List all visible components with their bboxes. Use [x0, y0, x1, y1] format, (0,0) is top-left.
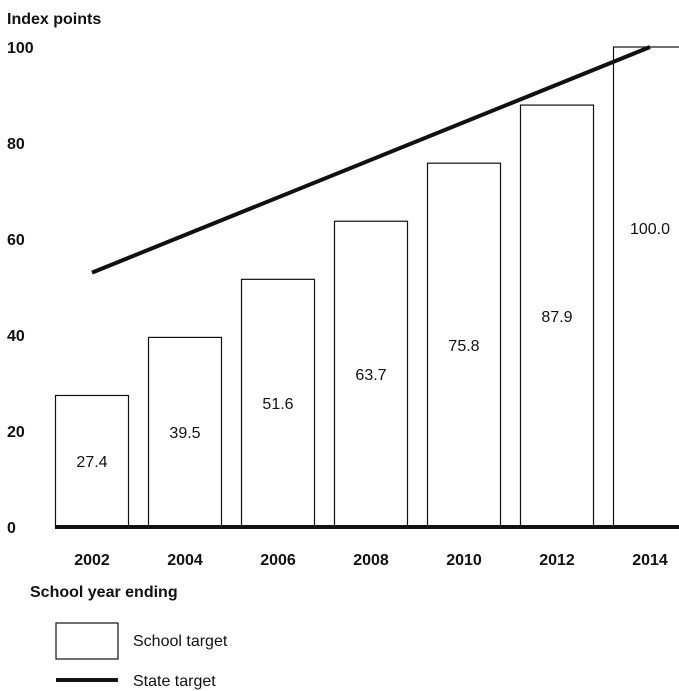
- y-tick-label: 40: [7, 328, 25, 345]
- x-tick-label: 2012: [539, 552, 575, 569]
- bar-value-label: 39.5: [169, 425, 200, 442]
- x-tick-label: 2006: [260, 552, 296, 569]
- bar-value-label: 87.9: [541, 309, 572, 326]
- bar: [333, 220, 409, 528]
- x-tick-label: 2002: [74, 552, 110, 569]
- bar: [147, 336, 223, 528]
- bar-value-label: 100.0: [630, 221, 670, 238]
- y-tick-label: 20: [7, 424, 25, 441]
- y-tick-label: 60: [7, 232, 25, 249]
- bar: [54, 394, 130, 528]
- bar-value-label: 75.8: [448, 338, 479, 355]
- y-ticks: 0 20 40 60 80 100: [7, 40, 34, 537]
- y-tick-label: 0: [7, 520, 16, 537]
- bar: [240, 278, 316, 528]
- state-target-line: [91, 45, 651, 275]
- y-tick-label: 100: [7, 40, 34, 57]
- x-ticks: 2002 2004 2006 2008 2010 2012 2014: [74, 552, 668, 569]
- x-tick-label: 2014: [632, 552, 668, 569]
- legend-state-label: State target: [133, 673, 216, 690]
- bar-value-label: 63.7: [355, 367, 386, 384]
- legend-school-swatch: [55, 622, 119, 660]
- bar-value-label: 27.4: [76, 454, 107, 471]
- bar-labels: 27.4 39.5 51.6 63.7 75.8 87.9 100.0: [76, 221, 670, 471]
- legend: School target State target: [55, 622, 228, 690]
- bars: [54, 46, 679, 528]
- legend-school-label: School target: [133, 633, 228, 650]
- y-tick-label: 80: [7, 136, 25, 153]
- x-tick-label: 2010: [446, 552, 482, 569]
- x-axis-title: School year ending: [30, 584, 178, 601]
- bar: [519, 104, 595, 528]
- bar-value-label: 51.6: [262, 396, 293, 413]
- bar: [612, 46, 679, 528]
- y-axis-title: Index points: [7, 11, 101, 28]
- x-tick-label: 2004: [167, 552, 203, 569]
- x-tick-label: 2008: [353, 552, 389, 569]
- bar: [426, 162, 502, 528]
